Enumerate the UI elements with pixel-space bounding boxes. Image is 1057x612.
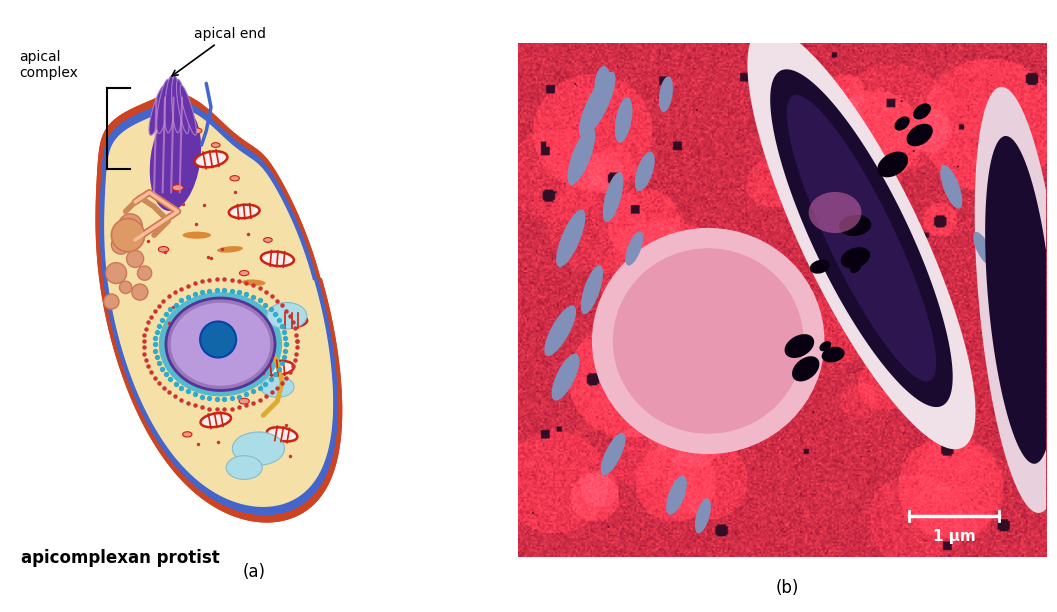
Ellipse shape: [626, 231, 643, 266]
Ellipse shape: [666, 476, 687, 515]
Ellipse shape: [184, 351, 209, 357]
Ellipse shape: [552, 353, 579, 401]
Ellipse shape: [276, 314, 307, 327]
Ellipse shape: [159, 292, 282, 397]
Circle shape: [104, 294, 119, 309]
Ellipse shape: [839, 215, 871, 236]
Ellipse shape: [201, 413, 231, 427]
Polygon shape: [100, 99, 337, 514]
Ellipse shape: [170, 303, 271, 386]
Polygon shape: [105, 106, 333, 506]
Ellipse shape: [194, 151, 227, 167]
Ellipse shape: [580, 265, 604, 314]
Ellipse shape: [792, 356, 819, 381]
Ellipse shape: [568, 127, 595, 185]
Ellipse shape: [177, 80, 189, 133]
Circle shape: [119, 281, 132, 294]
Ellipse shape: [202, 365, 211, 371]
Polygon shape: [771, 69, 952, 407]
Ellipse shape: [263, 237, 273, 242]
Ellipse shape: [840, 247, 870, 269]
Ellipse shape: [165, 76, 174, 133]
Ellipse shape: [784, 334, 814, 358]
Ellipse shape: [226, 456, 262, 479]
Circle shape: [111, 218, 145, 252]
Ellipse shape: [217, 246, 243, 253]
Polygon shape: [985, 136, 1055, 464]
Ellipse shape: [150, 108, 201, 211]
Ellipse shape: [149, 85, 167, 135]
Ellipse shape: [159, 247, 169, 252]
Circle shape: [106, 263, 127, 283]
Ellipse shape: [230, 176, 239, 181]
Text: apical
complex: apical complex: [19, 50, 78, 80]
Polygon shape: [95, 90, 342, 523]
Ellipse shape: [228, 204, 260, 218]
Ellipse shape: [941, 165, 962, 209]
Polygon shape: [105, 106, 333, 507]
Circle shape: [137, 266, 152, 280]
Ellipse shape: [156, 80, 170, 133]
Ellipse shape: [248, 304, 259, 309]
Ellipse shape: [894, 116, 910, 130]
Ellipse shape: [635, 152, 654, 191]
Ellipse shape: [267, 427, 297, 441]
Ellipse shape: [907, 124, 932, 146]
Ellipse shape: [694, 498, 711, 533]
Ellipse shape: [973, 232, 993, 265]
Ellipse shape: [600, 433, 626, 476]
Ellipse shape: [556, 209, 586, 267]
Ellipse shape: [268, 351, 277, 356]
Ellipse shape: [821, 347, 845, 362]
Circle shape: [111, 235, 130, 254]
Ellipse shape: [809, 192, 861, 233]
Circle shape: [592, 228, 824, 454]
Text: apicomplexan protist: apicomplexan protist: [21, 549, 220, 567]
Ellipse shape: [171, 76, 181, 133]
Ellipse shape: [166, 298, 275, 390]
Ellipse shape: [261, 376, 294, 397]
Circle shape: [132, 284, 148, 300]
Text: (a): (a): [242, 564, 265, 581]
Ellipse shape: [615, 97, 632, 143]
Ellipse shape: [191, 128, 202, 133]
Ellipse shape: [579, 72, 615, 138]
Ellipse shape: [913, 103, 931, 119]
Ellipse shape: [240, 271, 248, 276]
Ellipse shape: [602, 172, 624, 222]
Ellipse shape: [180, 85, 197, 135]
Polygon shape: [95, 90, 342, 523]
Ellipse shape: [183, 431, 192, 437]
Ellipse shape: [183, 231, 211, 239]
Text: (b): (b): [776, 579, 799, 597]
Circle shape: [118, 214, 143, 237]
Ellipse shape: [850, 263, 861, 273]
Polygon shape: [99, 97, 338, 515]
Ellipse shape: [221, 331, 249, 338]
Circle shape: [200, 321, 236, 357]
Text: apical end: apical end: [172, 27, 266, 76]
Ellipse shape: [810, 259, 830, 274]
Ellipse shape: [659, 76, 673, 112]
Ellipse shape: [267, 302, 307, 329]
Ellipse shape: [877, 152, 908, 177]
Ellipse shape: [172, 185, 183, 191]
Ellipse shape: [239, 398, 249, 404]
Ellipse shape: [819, 341, 831, 351]
Ellipse shape: [211, 143, 220, 147]
Ellipse shape: [544, 305, 576, 356]
Polygon shape: [747, 27, 976, 449]
Ellipse shape: [261, 360, 294, 375]
Ellipse shape: [242, 280, 265, 286]
Circle shape: [127, 250, 144, 267]
Text: 1 μm: 1 μm: [932, 529, 976, 543]
Polygon shape: [975, 87, 1057, 513]
Circle shape: [613, 248, 803, 434]
Ellipse shape: [261, 252, 294, 266]
Ellipse shape: [594, 66, 611, 102]
Polygon shape: [786, 95, 937, 381]
Ellipse shape: [233, 432, 284, 465]
